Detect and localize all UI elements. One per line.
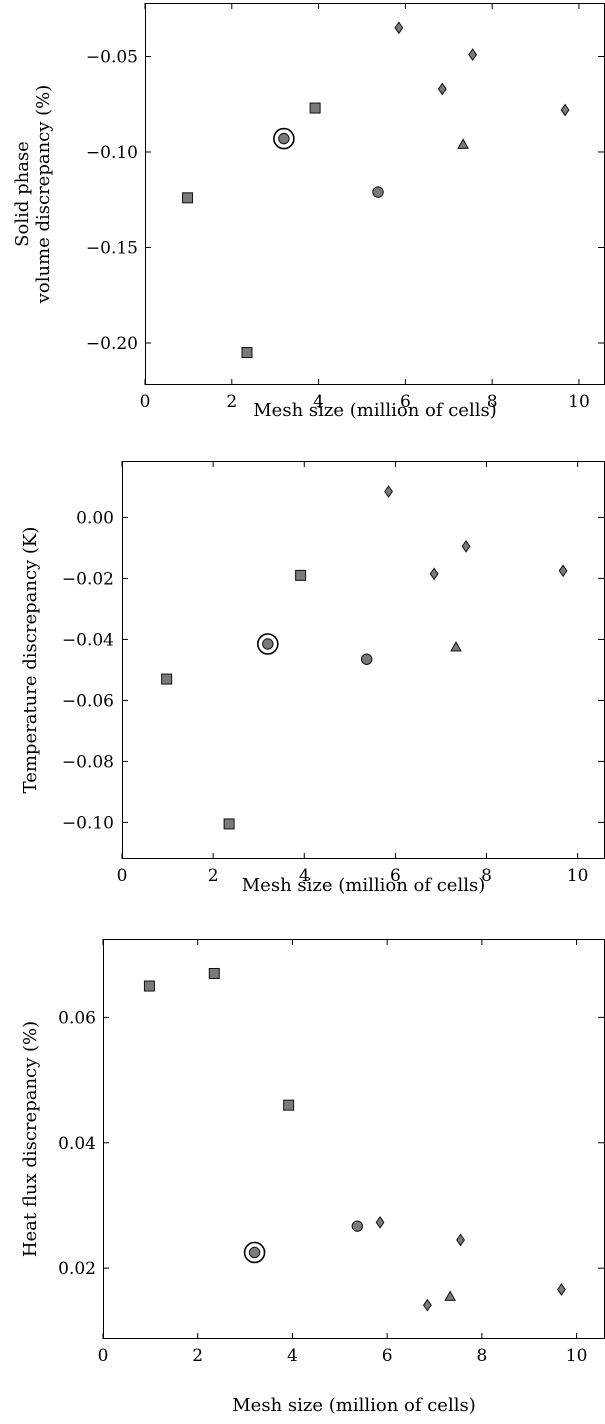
y-axis-title: Temperature discrepancy (K) <box>20 527 41 794</box>
point-circle <box>360 653 373 665</box>
point-triangle <box>444 1290 456 1301</box>
y-tick-label: −0.20 <box>86 334 138 354</box>
y-tick-label: −0.15 <box>86 238 138 258</box>
x-tick-label: 10 <box>567 866 589 886</box>
point-square <box>161 673 173 685</box>
point-highlight-ring <box>243 1241 266 1264</box>
x-tick-label: 2 <box>208 866 219 886</box>
y-tick-label: −0.04 <box>62 630 114 650</box>
y-axis-title: Heat flux discrepancy (%) <box>20 1021 41 1257</box>
point-square <box>309 102 321 114</box>
x-tick-label: 8 <box>481 866 492 886</box>
x-tick-label: 2 <box>192 1346 203 1366</box>
point-diamond <box>375 1216 385 1229</box>
point-square <box>143 980 155 992</box>
y-tick-label: −0.06 <box>62 691 114 711</box>
point-circle <box>372 186 384 198</box>
y-tick-label: −0.10 <box>86 143 138 163</box>
point-diamond <box>558 564 568 578</box>
point-diamond <box>461 540 471 553</box>
x-tick-label: 6 <box>382 1346 393 1366</box>
point-circle <box>262 638 274 650</box>
plot-frame <box>103 939 605 1339</box>
point-diamond <box>557 1283 566 1296</box>
x-tick-label: 10 <box>566 1346 588 1366</box>
point-square <box>223 818 235 830</box>
point-square <box>295 569 307 581</box>
chart-solid-phase-volume: 0 2 4 6 8 10 −0.05 −0.10 −0.15 −0.20 Mesh size (mi… <box>12 3 605 421</box>
point-square <box>283 1099 295 1111</box>
point-diamond <box>468 48 478 61</box>
x-tick-label: 6 <box>400 392 411 412</box>
x-axis-title: Mesh size (million of cells) <box>242 875 485 896</box>
point-diamond <box>384 485 393 498</box>
point-circle <box>278 132 290 145</box>
point-diamond <box>429 567 439 581</box>
point-triangle <box>450 641 462 652</box>
y-tick-label: 0.02 <box>58 1259 96 1279</box>
chart-temperature: 0 2 4 6 8 10 0.00 −0.02 −0.04 −0.06 −0.08 −0.10 Mesh… <box>20 461 605 896</box>
x-tick-label: 4 <box>299 866 310 886</box>
x-tick-label: 2 <box>226 392 237 412</box>
y-tick-label: −0.02 <box>62 569 114 589</box>
point-diamond <box>456 1233 465 1247</box>
point-diamond <box>437 82 447 96</box>
x-tick-label: 8 <box>487 392 498 412</box>
chart-heat-flux: 0 2 4 6 8 10 0.06 0.04 0.02 Mesh size (million of… <box>20 939 605 1416</box>
x-tick-label: 0 <box>140 392 151 412</box>
x-tick-label: 4 <box>287 1346 298 1366</box>
y-axis-title: Solid phase <box>12 141 33 247</box>
y-tick-label: 0.04 <box>58 1134 96 1154</box>
point-square <box>241 347 253 359</box>
point-highlight-ring <box>257 633 279 655</box>
y-tick-label: 0.06 <box>58 1008 96 1028</box>
point-highlight-ring <box>273 127 295 150</box>
x-tick-label: 0 <box>98 1346 109 1366</box>
point-circle <box>351 1220 364 1232</box>
x-axis-title: Mesh size (million of cells) <box>232 1395 475 1416</box>
x-tick-label: 6 <box>390 866 401 886</box>
point-circle <box>248 1246 261 1259</box>
point-diamond <box>560 103 570 117</box>
y-tick-label: 0.00 <box>76 508 114 528</box>
x-tick-label: 10 <box>568 392 590 412</box>
y-tick-label: −0.08 <box>62 752 114 772</box>
x-axis-title: Mesh size (million of cells) <box>253 400 496 421</box>
point-triangle <box>457 138 469 149</box>
point-diamond <box>422 1298 432 1312</box>
y-tick-label: −0.10 <box>62 813 114 833</box>
point-square <box>208 967 220 979</box>
y-tick-label: −0.05 <box>86 47 138 67</box>
y-axis-title: volume discrepancy (%) <box>33 85 54 305</box>
point-diamond <box>394 21 404 35</box>
x-tick-label: 4 <box>313 392 324 412</box>
x-tick-label: 0 <box>117 866 128 886</box>
x-tick-label: 8 <box>476 1346 487 1366</box>
point-square <box>182 192 194 204</box>
